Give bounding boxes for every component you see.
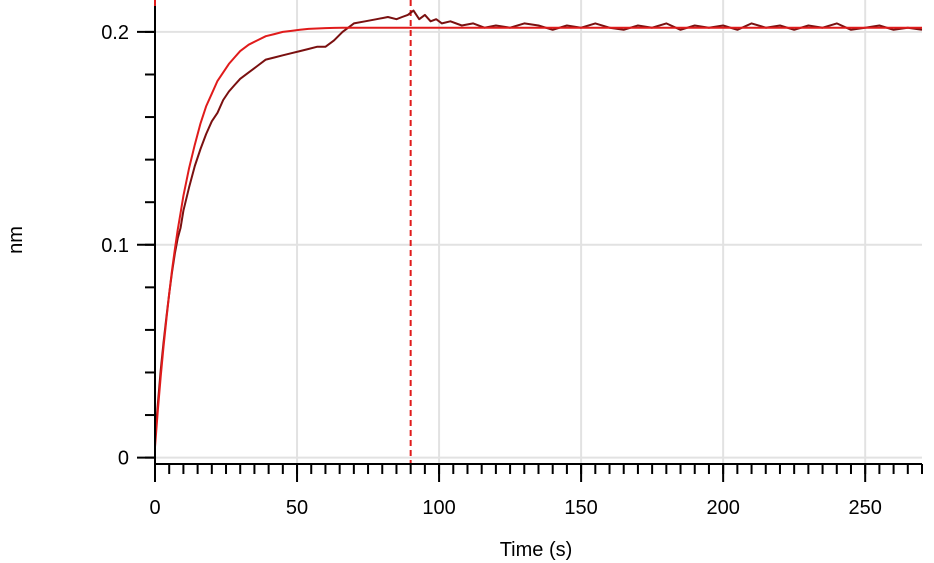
- x-tick-label: 150: [564, 497, 597, 519]
- series-line-fit: [154, 26, 922, 448]
- x-tick-label: 200: [706, 497, 739, 519]
- y-axis-label: nm: [5, 226, 27, 254]
- y-tick-label: 0.2: [101, 22, 129, 44]
- x-tick-label: 50: [286, 497, 308, 519]
- tick-labels: 0 50 100 150 200 250 0 0.1 0.2: [101, 22, 882, 519]
- ticks: [137, 30, 923, 482]
- grid: [155, 0, 922, 464]
- vertical-markers: [154, 0, 412, 464]
- y-tick-label: 0: [118, 448, 129, 470]
- x-tick-label: 0: [149, 497, 160, 519]
- y-tick-label: 0.1: [101, 235, 129, 257]
- x-tick-label: 250: [848, 497, 881, 519]
- series-line-measured: [154, 9, 923, 441]
- series-group: [154, 9, 923, 448]
- x-axis-label: Time (s): [500, 539, 573, 561]
- x-tick-label: 100: [422, 497, 455, 519]
- axes: [154, 6, 922, 465]
